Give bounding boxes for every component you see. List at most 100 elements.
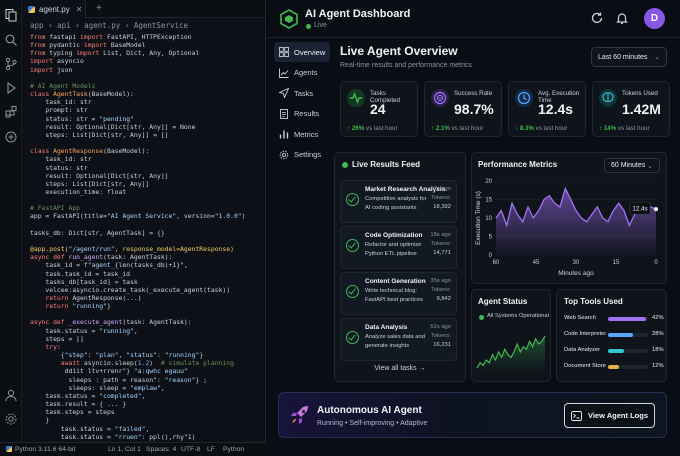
code-line[interactable]: task.status = "running", [30,326,138,335]
code-line[interactable]: prompt: str [30,106,88,115]
code-line[interactable]: {"step": "plan", "status": "running"} [30,351,204,360]
code-line[interactable]: steps: List[Dict[str, Any]] [30,179,150,188]
code-line[interactable]: result: Optional[Dict[str, Any]] = None [30,122,196,131]
code-line[interactable]: task.status = "failed", [30,424,150,433]
kpi-label: Success Rate [454,90,493,97]
code-line[interactable]: result: Optional[Dict[str, Any]] [30,171,169,180]
code-line[interactable] [30,74,262,82]
code-line[interactable]: task_id: str [30,155,92,164]
code-line[interactable]: velcee:asyncio.create_task(_execute_agen… [30,285,231,294]
view-agent-logs-button[interactable]: View Agent Logs [564,403,655,428]
sidebar-item-metrics[interactable]: Metrics [274,124,330,144]
kpi-delta: ↑ 2.1% vs last hour [431,125,483,132]
feed-item[interactable]: Code Optimization Refactor and optimize … [340,226,457,269]
tool-percent: 42% [652,315,664,321]
code-editor[interactable]: agent.py ✕ + app › api › agent.py › Agen… [0,0,266,456]
sidebar-item-overview[interactable]: Overview [274,42,330,62]
x-tick-label: 15 [613,260,620,266]
settings-gear-icon[interactable] [4,412,18,426]
code-line[interactable]: async def run_agent(task: AgentTask): [30,253,173,262]
sidebar-item-tasks[interactable]: Tasks [274,83,330,103]
sidebar-item-settings[interactable]: Settings [274,145,330,165]
code-line[interactable]: class AgentTask(BaseModel): [30,90,134,99]
code-line[interactable]: task.result = { ... } [30,400,127,409]
code-line[interactable]: await asyncio.sleep(1.2) # simulate plan… [60,359,234,368]
code-line[interactable]: status: str [30,163,88,172]
code-line[interactable]: task_id = f"agent_{len(tasks_db)+1}", [30,261,188,270]
code-line[interactable]: task.status = "completed", [30,391,146,400]
kpi-delta-text: vs last hour [533,125,568,132]
view-all-tasks-link[interactable]: View all tasks → [374,365,426,372]
code-line[interactable]: tasks_db[task_id] = task [30,277,138,286]
tab-agent-py[interactable]: agent.py ✕ [22,0,86,18]
code-line[interactable]: from pydantic import BaseModel [30,41,146,50]
feed-item[interactable]: Data Analysis Analyze sales data and gen… [340,318,457,361]
remote-icon[interactable] [4,130,18,144]
performance-range-select[interactable]: 60 Minutes ⌄ [604,158,660,173]
code-line[interactable]: task.steps = steps [30,408,115,417]
close-tab-icon[interactable]: ✕ [75,4,83,14]
code-line[interactable]: import json [30,65,73,74]
code-line[interactable] [30,237,262,245]
code-line[interactable]: } [30,416,50,425]
code-line[interactable] [30,139,262,147]
performance-chart[interactable]: 0 5 10 15 20 60 45 30 15 0 Minutes ago Execution Ti… [472,175,668,285]
code-content[interactable]: from fastapi import FastAPI, HTTPExcepti… [30,33,262,449]
code-line[interactable]: task_id: str [30,98,92,107]
encoding[interactable]: UTF-8 [181,446,201,453]
indent-setting[interactable]: Spaces: 4 [146,446,177,453]
code-line[interactable]: steps = [] [30,334,84,343]
code-line[interactable]: return "running"} [45,302,111,311]
code-line[interactable]: # AI Agent Models [30,81,96,90]
code-line[interactable]: from fastapi import FastAPI, HTTPExcepti… [30,33,192,41]
code-line[interactable]: execution_time: float [30,187,127,196]
code-line[interactable]: tasks_db: Dict[str, AgentTask] = {} [30,228,165,237]
brain-icon [599,89,617,107]
tool-row: Web Search 42% [564,314,664,326]
code-line[interactable]: class AgentResponse(BaseModel): [30,147,150,156]
code-line[interactable]: task.task_id = task_id [30,269,131,278]
code-line[interactable]: ddiit ltv+rrenr"} "a:qwhc egauu" [30,367,188,376]
python-version[interactable]: Python 3.11.6 64-bit [6,446,75,453]
sidebar-item-agents[interactable]: Agents [274,63,330,83]
feed-item-token-label: Tokens: [431,195,451,201]
search-icon[interactable] [4,33,18,47]
code-line[interactable]: @app.post("/agent/run", response_model=A… [30,245,234,254]
code-line[interactable]: sleeps: sleep = "emplaw", [30,383,165,392]
refresh-icon[interactable] [590,11,604,25]
run-debug-icon[interactable] [4,81,18,95]
code-line[interactable] [30,196,262,204]
sidebar-item-results[interactable]: Results [274,104,330,124]
add-tab-icon[interactable]: + [96,3,102,14]
code-line[interactable]: task.status = "rruen": ppl(),rhy"1) [30,432,196,441]
code-line[interactable]: return AgentResponse(...) [45,294,142,302]
source-control-icon[interactable] [4,57,18,71]
code-line[interactable]: try: [45,342,61,351]
kpi-delta-value: ↑ 2.1% [431,125,450,132]
user-avatar[interactable]: D [644,8,665,29]
code-line[interactable] [30,221,262,229]
language-mode[interactable]: Python [223,446,245,453]
feed-item[interactable]: Market Research Analysis Competitive ana… [340,180,457,223]
code-line[interactable]: from typing import List, Dict, Any, Opti… [30,49,200,58]
feed-item[interactable]: Content Generation Write technical blog:… [340,272,457,315]
code-line[interactable] [30,310,262,318]
account-icon[interactable] [4,388,18,402]
files-icon[interactable] [4,8,18,22]
code-line[interactable]: import asyncio [30,57,84,66]
code-line[interactable]: status: str = "pending" [30,114,134,123]
cursor-position[interactable]: Ln 1, Col 1 [108,446,141,453]
code-line[interactable]: # FastAPI App [30,204,81,213]
code-line[interactable]: steps: List[Dict[str, Any]] = [] [30,130,169,139]
feed-item-tokens: 16,231 [433,342,451,348]
bell-icon[interactable] [615,11,629,25]
code-line[interactable]: sleeps : path = reason": "reason"} ; [30,375,207,384]
code-line[interactable]: app = FastAPI(title="AI Agent Service", … [30,212,246,221]
code-line[interactable]: async def _execute_agent(task: AgentTask… [30,318,192,327]
dashboard-header: AI Agent Dashboard Live D [267,0,680,38]
check-circle-icon [346,285,359,298]
line-ending[interactable]: LF [207,446,215,453]
time-range-select[interactable]: Last 60 minutes ⌄ [591,47,667,67]
breadcrumb[interactable]: app › api › agent.py › AgentService [30,21,189,30]
extensions-icon[interactable] [4,105,18,119]
